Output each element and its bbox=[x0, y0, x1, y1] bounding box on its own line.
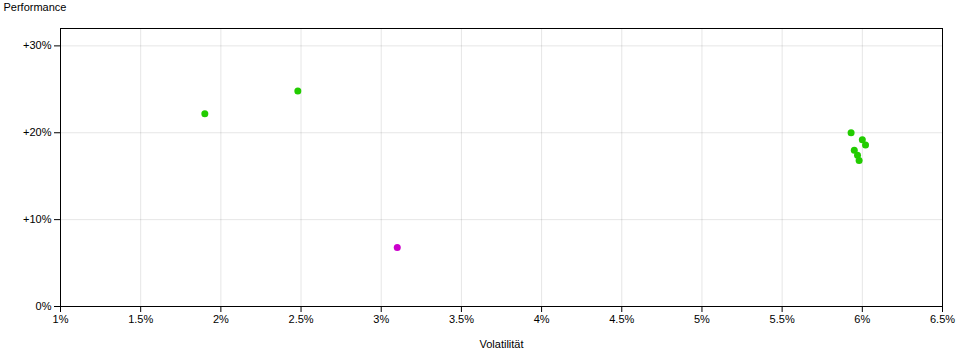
svg-text:1.5%: 1.5% bbox=[128, 313, 153, 325]
svg-text:1%: 1% bbox=[53, 313, 69, 325]
svg-text:Performance: Performance bbox=[4, 1, 67, 13]
svg-text:4.5%: 4.5% bbox=[609, 313, 634, 325]
svg-text:+30%: +30% bbox=[23, 39, 52, 51]
svg-text:6.5%: 6.5% bbox=[930, 313, 955, 325]
svg-text:3%: 3% bbox=[373, 313, 389, 325]
svg-text:4%: 4% bbox=[534, 313, 550, 325]
svg-text:5.5%: 5.5% bbox=[770, 313, 795, 325]
svg-text:5%: 5% bbox=[694, 313, 710, 325]
svg-text:2.5%: 2.5% bbox=[289, 313, 314, 325]
svg-text:+20%: +20% bbox=[23, 126, 52, 138]
svg-text:Volatilität: Volatilität bbox=[479, 338, 523, 350]
svg-text:3.5%: 3.5% bbox=[449, 313, 474, 325]
svg-text:6%: 6% bbox=[854, 313, 870, 325]
svg-text:+10%: +10% bbox=[23, 213, 52, 225]
svg-text:2%: 2% bbox=[213, 313, 229, 325]
svg-text:0%: 0% bbox=[36, 300, 52, 312]
